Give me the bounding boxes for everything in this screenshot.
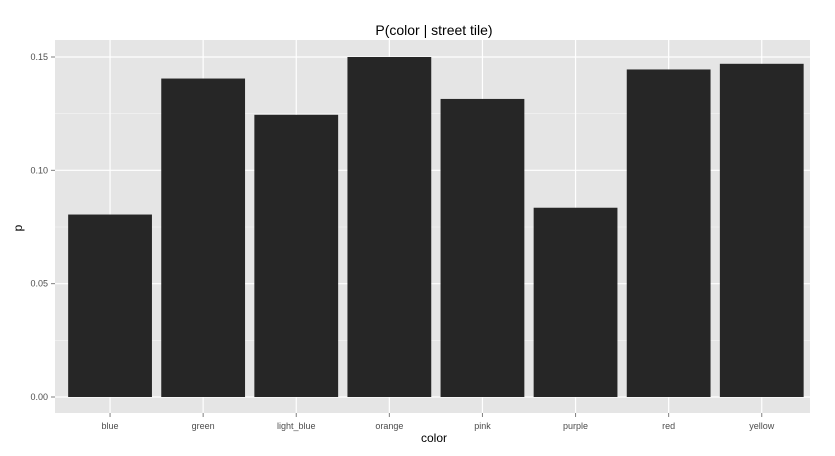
bar-red (626, 69, 711, 397)
x-tick-label: red (662, 421, 675, 431)
y-tick-label: 0.15 (30, 52, 48, 62)
y-tick-label: 0.00 (30, 392, 48, 402)
x-axis-ticks: blue green light_blue orange pink purple red ye… (102, 413, 775, 431)
x-tick-label: yellow (749, 421, 775, 431)
x-tick-label: blue (102, 421, 119, 431)
x-tick-label: light_blue (277, 421, 316, 431)
bar-light_blue (254, 114, 339, 398)
x-tick-label: green (192, 421, 215, 431)
bar-orange (347, 57, 432, 397)
bar-yellow (719, 63, 804, 398)
x-tick-label: orange (375, 421, 403, 431)
bar-green (161, 78, 246, 398)
bars (68, 57, 804, 398)
y-tick-label: 0.05 (30, 279, 48, 289)
chart-title: P(color | street tile) (375, 22, 492, 38)
x-tick-label: purple (563, 421, 588, 431)
x-axis-title: color (421, 431, 447, 445)
y-axis-title: p (11, 224, 25, 231)
bar-purple (533, 207, 618, 397)
y-axis-ticks: 0.00 0.05 0.10 0.15 (30, 52, 55, 402)
x-tick-label: pink (474, 421, 491, 431)
bar-blue (68, 214, 152, 397)
y-tick-label: 0.10 (30, 165, 48, 175)
bar-pink (440, 98, 525, 397)
